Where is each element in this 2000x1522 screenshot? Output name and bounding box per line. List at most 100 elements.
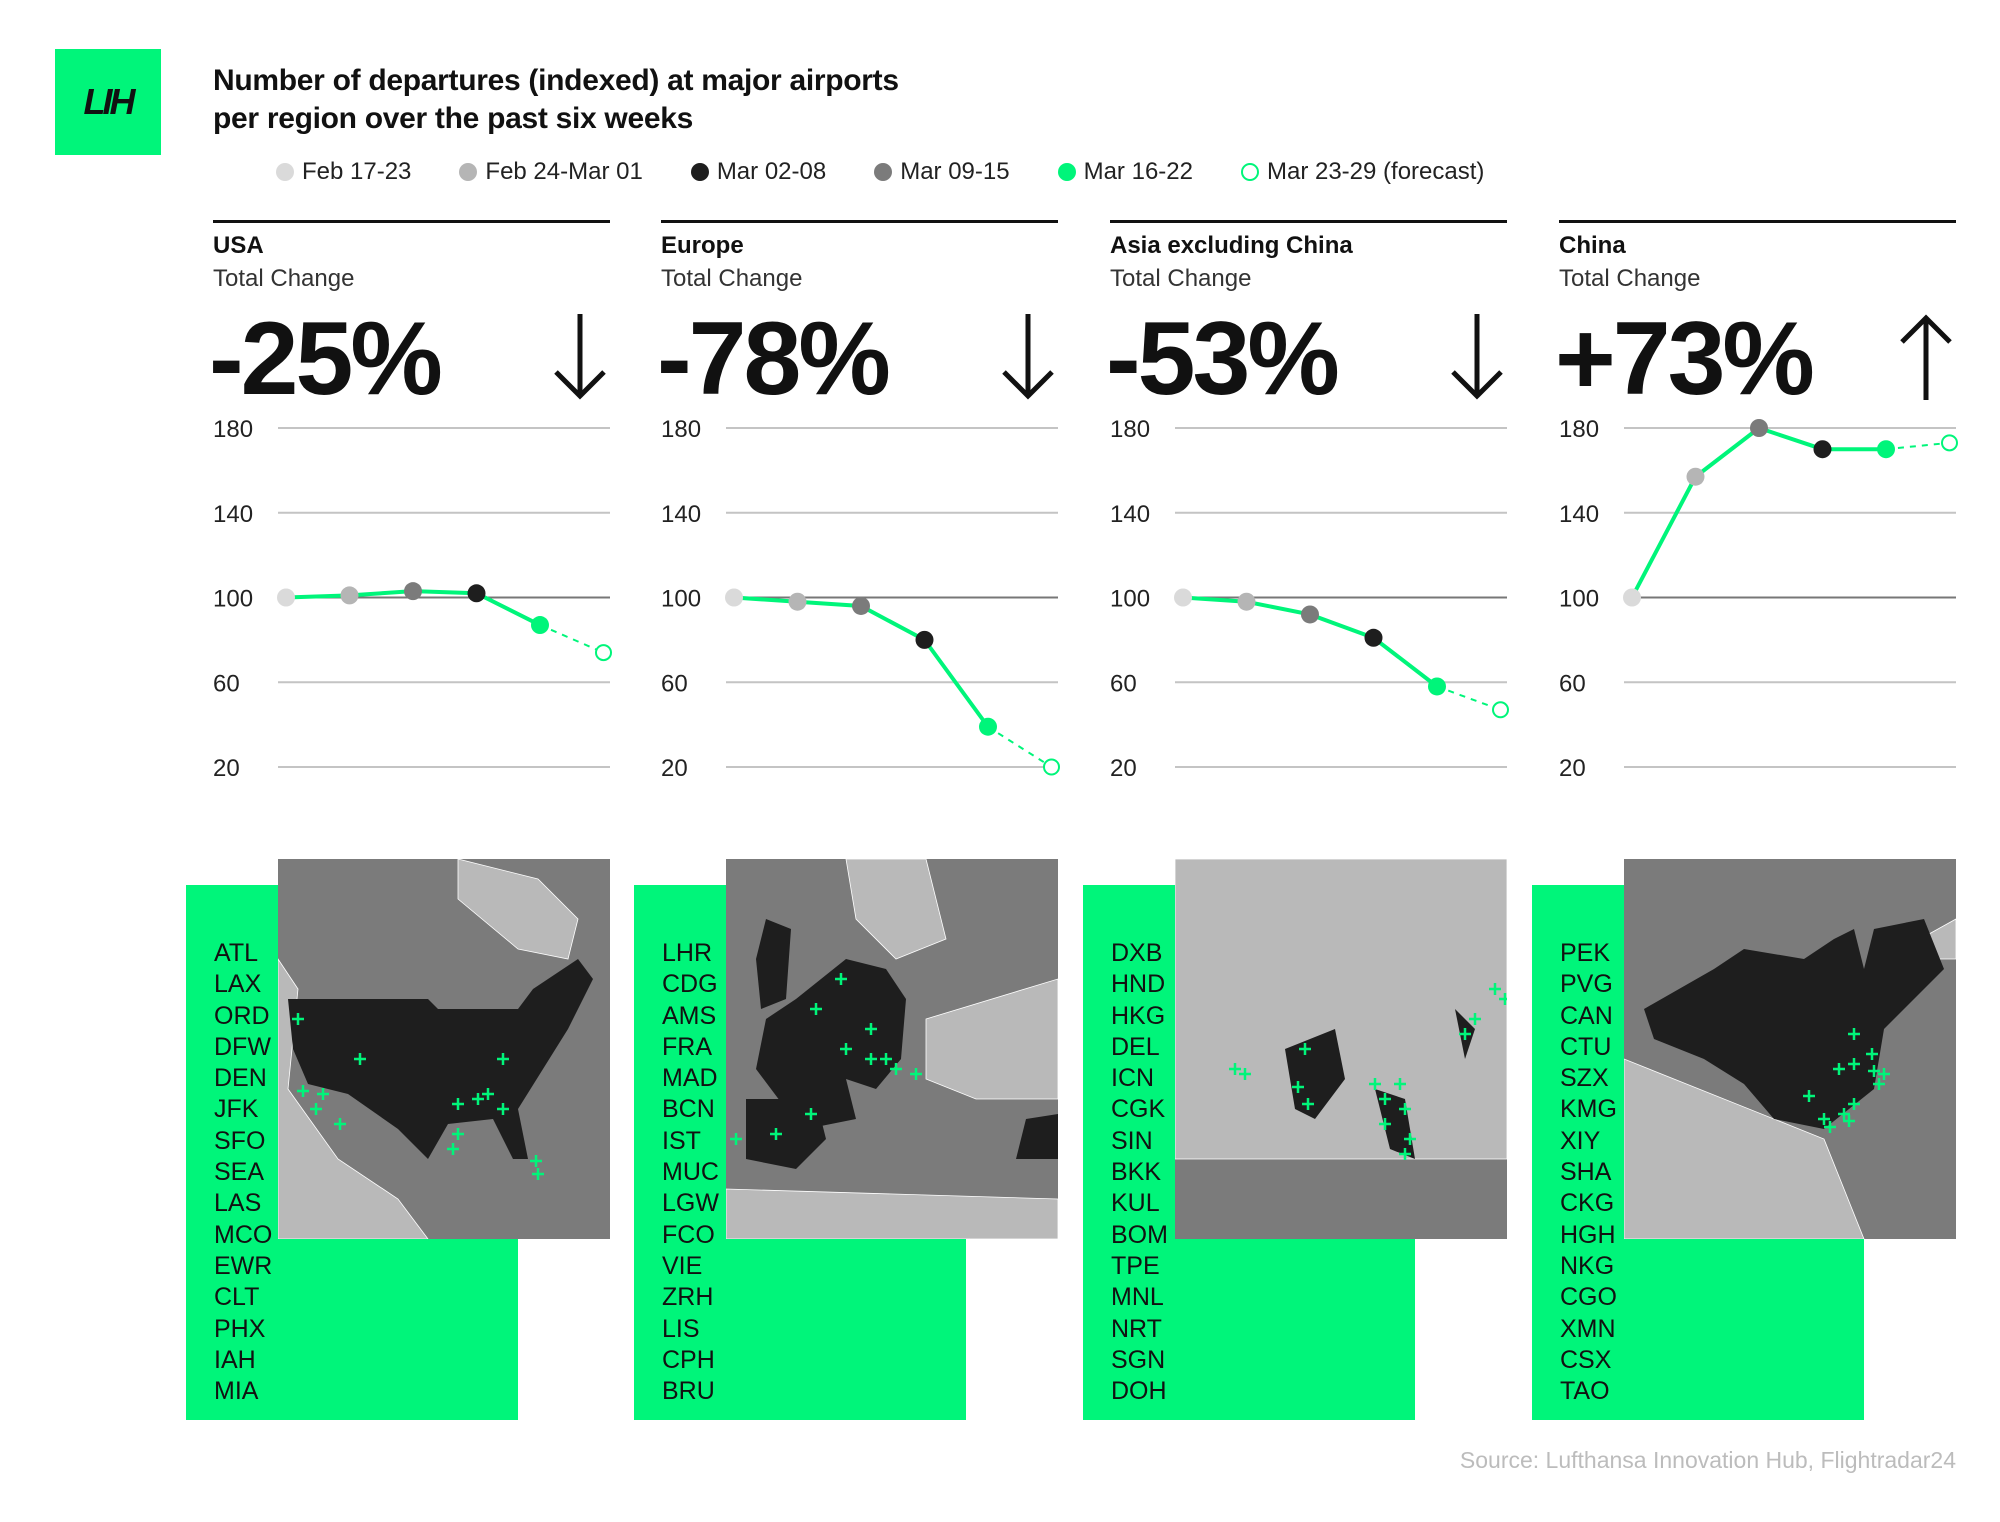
airport-marker-icon: [865, 1023, 877, 1035]
y-tick-label: 100: [213, 586, 253, 613]
airport-code: MUC: [662, 1158, 719, 1187]
airport-marker-icon: [317, 1088, 329, 1100]
legend-item: Mar 23-29 (forecast): [1240, 158, 1484, 186]
airport-list: DXB HND HKG DEL ICN CGK SIN BKK KUL BOM TPE MNL NRT S…: [1111, 938, 1168, 1407]
legend-marker-icon: [874, 163, 893, 181]
panel-divider: [213, 220, 610, 223]
region-panel: China Total Change +73% 180 140 100 60 20 PEK PVG…: [1532, 220, 1958, 1420]
line-chart-2: 180 140 100 60 20: [1110, 416, 1509, 782]
airport-code: LGW: [662, 1189, 719, 1218]
airport-code: PVG: [1560, 970, 1613, 999]
region-name: Asia excluding China: [1110, 232, 1353, 259]
region-panel: Asia excluding China Total Change -53% 180 1…: [1083, 220, 1509, 1420]
airport-code: CPH: [662, 1345, 715, 1374]
data-point: [467, 584, 486, 603]
airport-code: CSX: [1560, 1345, 1612, 1374]
total-change-value: +73%: [1555, 301, 1815, 417]
data-point: [1174, 588, 1192, 607]
legend-item: Feb 17-23: [276, 158, 411, 186]
airport-code: JFK: [214, 1095, 259, 1124]
airport-marker-icon: [292, 1013, 304, 1025]
legend-marker-icon: [1240, 163, 1259, 181]
airport-list: LHR CDG AMS FRA MAD BCN IST MUC LGW FCO VIE ZRH LIS C…: [662, 938, 719, 1407]
data-point: [1750, 419, 1768, 437]
panel-divider: [1559, 220, 1956, 223]
legend-label: Mar 02-08: [716, 158, 827, 185]
airport-code: MNL: [1111, 1283, 1164, 1312]
airport-code: XMN: [1560, 1314, 1616, 1343]
airport-marker-icon: [1394, 1078, 1406, 1090]
legend-item: Mar 09-15: [874, 158, 1010, 186]
airport-code: LHR: [662, 939, 713, 967]
airport-marker-icon: [530, 1155, 542, 1167]
airport-code: DXB: [1111, 939, 1163, 967]
line-chart-0: 180 140 100 60 20: [213, 416, 612, 782]
airport-code: NKG: [1560, 1251, 1615, 1280]
airport-marker-icon: [1292, 1081, 1304, 1093]
data-point: [1623, 588, 1641, 607]
data-point: [404, 582, 422, 601]
data-point: [1877, 440, 1895, 459]
airport-code: PEK: [1560, 939, 1611, 967]
airport-marker-icon: [482, 1088, 494, 1100]
y-tick-label: 180: [661, 416, 701, 443]
total-change-value: -25%: [209, 301, 443, 417]
legend: Feb 17-23 Feb 24-Mar 01 Mar 02-08 Mar 09-15…: [276, 158, 1532, 186]
airport-marker-icon: [1843, 1115, 1855, 1127]
y-tick-label: 140: [213, 501, 253, 528]
airport-code: ORD: [214, 1001, 270, 1030]
data-point: [979, 717, 997, 736]
region-name: China: [1559, 232, 1626, 259]
airport-code: PHX: [214, 1314, 266, 1343]
airport-marker-icon: [1818, 1113, 1830, 1125]
total-change-label: Total Change: [1110, 265, 1252, 292]
airport-code: MIA: [214, 1377, 259, 1406]
data-point: [1492, 701, 1509, 719]
total-change-value: -53%: [1106, 301, 1340, 417]
line-chart-1: 180 140 100 60 20: [661, 416, 1060, 782]
airport-marker-icon: [770, 1128, 782, 1140]
airport-code: CTU: [1560, 1032, 1612, 1061]
airport-code: XIY: [1560, 1126, 1601, 1155]
airport-marker-icon: [497, 1053, 509, 1065]
legend-label: Feb 24-Mar 01: [485, 158, 643, 185]
panel-divider: [661, 220, 1058, 223]
y-tick-label: 140: [1559, 501, 1599, 528]
airport-marker-icon: [1499, 993, 1507, 1005]
data-point: [852, 596, 870, 615]
forecast-line: [539, 624, 604, 654]
airport-marker-icon: [1379, 1093, 1391, 1105]
airport-marker-icon: [1239, 1068, 1251, 1080]
airport-marker-icon: [310, 1103, 322, 1115]
data-point: [1428, 677, 1446, 696]
legend-marker-icon: [690, 163, 709, 181]
airport-marker-icon: [1868, 1065, 1880, 1077]
y-tick-label: 60: [1559, 670, 1586, 697]
airport-code: DFW: [214, 1032, 271, 1061]
airport-marker-icon: [1379, 1118, 1391, 1130]
legend-label: Mar 16-22: [1083, 158, 1193, 185]
airport-code: FCO: [662, 1220, 715, 1249]
airport-marker-icon: [835, 973, 847, 985]
airport-code: KUL: [1111, 1189, 1160, 1218]
airport-marker-icon: [730, 1133, 742, 1145]
airport-code: BCN: [662, 1095, 715, 1124]
data-point: [725, 588, 743, 607]
line-chart-3: 180 140 100 60 20: [1559, 416, 1958, 782]
airport-code: SEA: [214, 1158, 265, 1187]
arrow-down-icon: [1002, 314, 1054, 400]
data-point: [1043, 758, 1060, 776]
airport-code: ICN: [1111, 1064, 1155, 1093]
airport-code: DEL: [1111, 1032, 1160, 1061]
airport-code: HND: [1111, 970, 1166, 999]
airport-code: EWR: [214, 1251, 273, 1280]
data-point: [340, 586, 359, 605]
legend-marker-icon: [459, 163, 478, 181]
series-line: [733, 595, 990, 728]
arrow-down-icon: [1451, 314, 1503, 400]
airport-marker-icon: [890, 1063, 902, 1075]
airport-marker-icon: [452, 1098, 464, 1110]
y-tick-label: 20: [661, 755, 688, 782]
airport-code: CGO: [1560, 1283, 1617, 1312]
airport-code: KMG: [1560, 1095, 1617, 1124]
